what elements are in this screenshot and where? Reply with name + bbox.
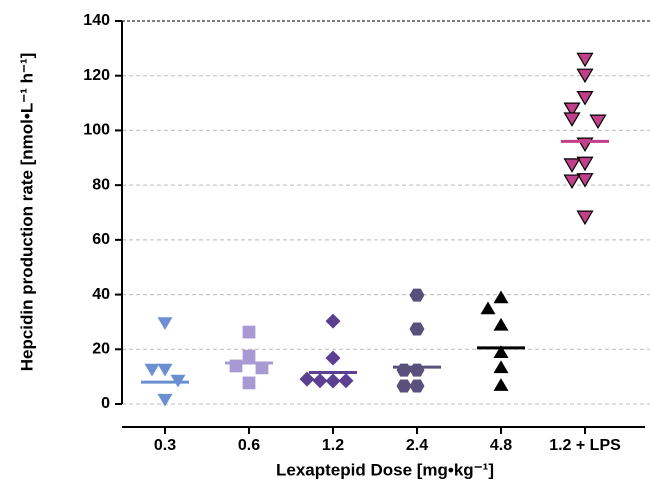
x-tick-label: 4.8 [490,437,512,454]
data-point [576,68,594,84]
data-point [589,114,607,130]
x-tick-label: 1.2 + LPS [549,437,621,454]
y-tick-label: 140 [83,12,110,29]
data-point [396,363,412,377]
data-point [493,345,509,359]
x-tick-label: 1.2 [322,437,344,454]
data-point [576,173,594,188]
data-point [563,158,581,173]
data-point [255,361,269,375]
y-axis-title: Hepcidin production rate [nmol•L⁻¹ h⁻¹] [17,53,36,372]
data-point [493,290,509,304]
data-point [493,360,509,374]
data-point [338,373,354,389]
data-point [576,90,594,106]
data-point [576,156,594,172]
data-point [563,112,581,127]
data-point [409,288,425,302]
x-axis-title: Lexaptepid Dose [mg•kg⁻¹] [276,460,494,479]
data-point [157,363,173,377]
data-point [493,317,509,331]
x-tick-label: 2.4 [406,437,428,454]
y-tick-label: 0 [101,395,110,412]
data-point [325,313,341,329]
y-tick-label: 20 [92,341,110,358]
data-point [157,317,173,331]
data-point [493,378,509,391]
y-tick-label: 40 [92,286,110,303]
data-point [299,371,315,387]
data-point [242,376,256,390]
data-point [157,393,173,407]
data-point [325,350,341,366]
y-tick-label: 120 [83,67,110,84]
data-point [396,379,412,393]
data-point [576,52,594,68]
y-tick-label: 80 [92,176,110,193]
y-tick-label: 100 [83,122,110,139]
data-point [325,373,341,389]
data-point [242,349,256,363]
data-point [242,325,256,339]
x-tick-label: 0.3 [154,437,176,454]
data-point [563,102,581,118]
data-point [576,210,594,226]
data-point [409,322,425,336]
x-tick-label: 0.6 [238,437,260,454]
data-point [144,363,160,377]
data-point [480,301,496,315]
data-point [409,379,425,393]
data-point [563,174,581,189]
y-tick-label: 60 [92,231,110,248]
data-point [312,373,328,389]
data-point [409,363,425,377]
